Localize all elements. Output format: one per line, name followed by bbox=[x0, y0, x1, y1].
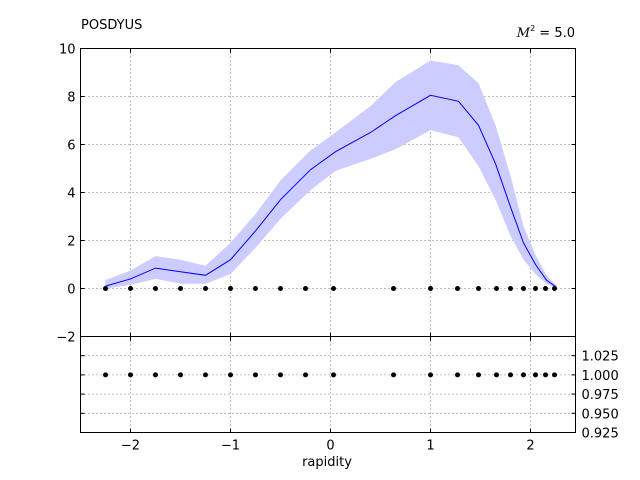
ratio-point bbox=[203, 372, 208, 378]
bottom-panel: −2 −1 0 1 2 0.925 0.950 0.975 1.000 1.025 rapidit… bbox=[80, 336, 619, 470]
bottom-y-tick-label: 1.025 bbox=[582, 350, 619, 365]
top-y-tick-label: −2 bbox=[56, 331, 75, 346]
data-point bbox=[494, 286, 499, 291]
ratio-point bbox=[253, 372, 258, 378]
x-tick-label: 2 bbox=[526, 439, 534, 454]
annotation-symbol: M bbox=[516, 26, 531, 41]
data-point bbox=[455, 286, 460, 291]
ratio-point bbox=[278, 372, 283, 378]
data-point bbox=[103, 286, 108, 291]
ratio-point bbox=[552, 372, 557, 378]
top-y-tick-label: 6 bbox=[67, 139, 75, 154]
ratio-point bbox=[533, 372, 538, 378]
bottom-y-tick-label: 0.925 bbox=[582, 427, 619, 442]
ratio-point bbox=[303, 372, 308, 378]
central-line bbox=[105, 94, 557, 288]
data-point bbox=[228, 286, 233, 291]
x-tick-label: 0 bbox=[326, 439, 334, 454]
ratio-point bbox=[455, 372, 460, 378]
ratio-point bbox=[543, 372, 548, 378]
ratio-point bbox=[228, 372, 233, 378]
top-y-tick-label: 0 bbox=[67, 283, 75, 298]
data-point bbox=[508, 286, 513, 291]
top-y-tick-label: 2 bbox=[67, 235, 75, 250]
bottom-y-tick-label: 0.950 bbox=[582, 407, 619, 422]
top-y-tick-label: 10 bbox=[59, 43, 76, 58]
bottom-ticks: −2 −1 0 1 2 0.925 0.950 0.975 1.000 1.025 bbox=[80, 336, 619, 454]
x-tick-label: 1 bbox=[426, 439, 434, 454]
ratio-points bbox=[103, 372, 557, 378]
ratio-point bbox=[494, 372, 499, 378]
x-tick-label: −2 bbox=[121, 439, 140, 454]
annotation-value: = 5.0 bbox=[535, 26, 575, 41]
ratio-point bbox=[178, 372, 183, 378]
uncertainty-band bbox=[105, 60, 557, 289]
chart-annotation: M2 = 5.0 bbox=[516, 24, 575, 41]
chart-title: POSDYUS bbox=[81, 18, 142, 33]
data-point bbox=[153, 286, 158, 291]
ratio-point bbox=[128, 372, 133, 378]
bottom-axes-frame bbox=[80, 336, 576, 433]
uncertainty-band-area bbox=[105, 60, 557, 289]
data-point bbox=[128, 286, 133, 291]
ratio-point bbox=[476, 372, 481, 378]
top-ticks: −2 0 2 4 6 8 10 bbox=[56, 43, 576, 346]
bottom-y-tick-label: 1.000 bbox=[582, 369, 619, 384]
data-point bbox=[178, 286, 183, 291]
top-y-tick-label: 4 bbox=[67, 187, 75, 202]
data-point bbox=[203, 286, 208, 291]
data-points bbox=[103, 286, 557, 291]
ratio-point bbox=[153, 372, 158, 378]
data-point bbox=[552, 286, 557, 291]
data-point bbox=[303, 286, 308, 291]
ratio-point bbox=[391, 372, 396, 378]
bottom-grid bbox=[80, 336, 576, 433]
data-point bbox=[476, 286, 481, 291]
ratio-point bbox=[428, 372, 433, 378]
data-point bbox=[533, 286, 538, 291]
top-y-tick-label: 8 bbox=[67, 91, 75, 106]
ratio-point bbox=[103, 372, 108, 378]
data-point bbox=[253, 286, 258, 291]
bottom-y-tick-label: 0.975 bbox=[582, 388, 619, 403]
data-point bbox=[391, 286, 396, 291]
data-point bbox=[278, 286, 283, 291]
annotation-superscript: 2 bbox=[530, 24, 535, 33]
data-point bbox=[428, 286, 433, 291]
central-line-path bbox=[105, 94, 557, 288]
ratio-point bbox=[521, 372, 526, 378]
ratio-point bbox=[508, 372, 513, 378]
data-point bbox=[543, 286, 548, 291]
data-point bbox=[521, 286, 526, 291]
x-axis-label: rapidity bbox=[302, 455, 352, 470]
ratio-point bbox=[331, 372, 336, 378]
data-point bbox=[331, 286, 336, 291]
x-tick-label: −1 bbox=[221, 439, 240, 454]
